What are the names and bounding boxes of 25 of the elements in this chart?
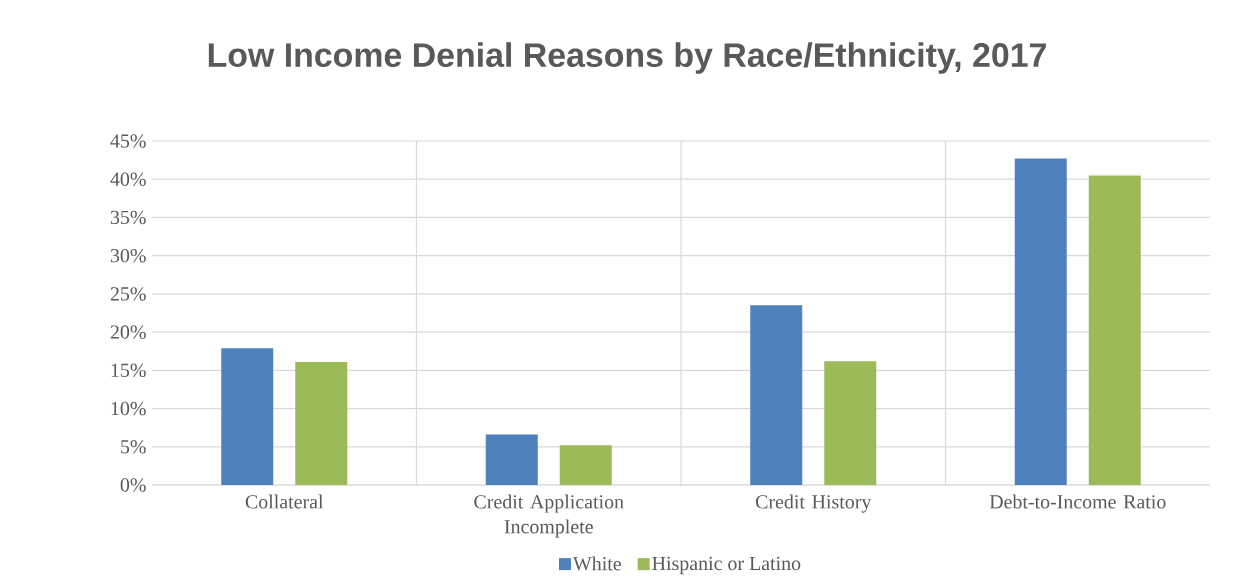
y-tick-label: 20%: [110, 325, 146, 339]
bar: [295, 361, 348, 485]
y-tick-label: 10%: [111, 401, 146, 416]
bar: [559, 445, 612, 485]
y-tick-label: 40%: [110, 172, 146, 186]
y-tick-label: 15%: [111, 363, 146, 378]
legend-label: White: [572, 556, 621, 571]
y-tick-label: 30%: [110, 248, 146, 263]
y-tick-label: 35%: [110, 210, 146, 225]
x-tick-label: Credit History: [755, 494, 872, 513]
chart-title: Low Income Denial Reasons by Race/Ethnicity, 2017: [208, 42, 1046, 74]
y-tick-label: 25%: [110, 287, 146, 301]
x-tick-label: Credit Application Incomplete: [474, 494, 624, 538]
y-tick-label: 0%: [120, 478, 146, 492]
bar: [824, 361, 877, 485]
bar: [221, 348, 274, 485]
legend-label: Hispanic or Latino: [652, 556, 801, 575]
x-tick-label: Collateral: [245, 494, 324, 509]
y-tick-label: 5%: [121, 440, 146, 454]
bar: [485, 434, 538, 485]
bar: [1014, 158, 1067, 485]
y-tick-label: 45%: [110, 134, 146, 148]
x-tick-label: Debt-to-Income Ratio: [989, 494, 1166, 509]
bar: [1088, 175, 1141, 485]
bar: [750, 305, 803, 485]
